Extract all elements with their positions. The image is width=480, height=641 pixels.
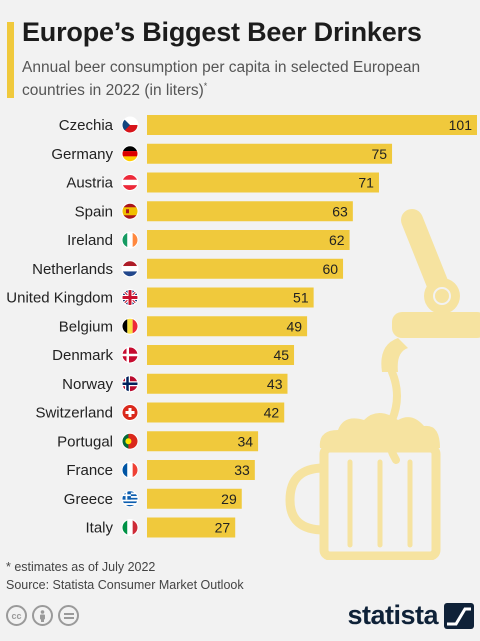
bar-row-greece: Greece 29 <box>64 488 242 509</box>
bar <box>147 201 353 222</box>
category-label: Czechia <box>59 117 114 134</box>
germany-flag-icon <box>121 145 139 163</box>
value-label: 63 <box>332 203 348 219</box>
title-accent-bar <box>7 22 14 98</box>
bar-row-czechia: Czechia 101 <box>59 115 477 135</box>
value-label: 42 <box>264 405 280 421</box>
bar <box>147 488 242 509</box>
cc-icon[interactable]: cc <box>6 605 27 626</box>
no-derivatives-icon[interactable] <box>58 605 79 626</box>
value-label: 34 <box>238 433 254 449</box>
bar-chart: Czechia 101 Germany 75 Austria 71 Spain 63 Irela… <box>6 115 480 560</box>
category-label: Italy <box>85 520 113 537</box>
bar-row-switzerland: Switzerland 42 <box>35 402 285 423</box>
beer-tap-illustration <box>285 209 480 560</box>
bar <box>147 143 393 164</box>
subtitle-text: Annual beer consumption per capita in se… <box>22 59 421 100</box>
category-label: Denmark <box>52 347 113 364</box>
logo-wordmark: statista <box>347 600 438 630</box>
category-label: United Kingdom <box>6 290 113 307</box>
license-icons: cc <box>6 605 79 626</box>
bar-row-norway: Norway 43 <box>62 373 288 394</box>
bar <box>147 258 344 279</box>
value-label: 45 <box>273 347 289 363</box>
chart-subtitle: Annual beer consumption per capita in se… <box>22 58 472 100</box>
statista-logo-icon <box>444 602 474 629</box>
bar <box>147 287 314 308</box>
bar <box>147 431 259 452</box>
chart-footnote: * estimates as of July 2022 Source: Stat… <box>6 558 244 594</box>
value-label: 43 <box>267 376 283 392</box>
attribution-icon[interactable] <box>32 605 53 626</box>
value-label: 60 <box>322 261 338 277</box>
ireland-flag-icon <box>121 231 139 249</box>
category-label: Greece <box>64 491 113 508</box>
bar-row-portugal: Portugal 34 <box>57 431 259 452</box>
source-note: Source: Statista Consumer Market Outlook <box>6 578 244 592</box>
belgium-flag-icon <box>121 317 139 335</box>
denmark-flag-icon <box>121 346 139 364</box>
bar-row-netherlands: Netherlands 60 <box>32 258 344 279</box>
austria-flag-icon <box>121 174 139 191</box>
bar-row-denmark: Denmark 45 <box>52 345 295 365</box>
chart-title: Europe’s Biggest Beer Drinkers <box>22 17 422 47</box>
czechia-flag-icon <box>121 116 139 134</box>
category-label: Netherlands <box>32 261 113 278</box>
value-label: 49 <box>287 318 303 334</box>
france-flag-icon <box>121 461 139 479</box>
value-label: 29 <box>221 491 237 507</box>
category-label: Belgium <box>59 318 113 335</box>
bar-row-germany: Germany 75 <box>51 143 393 164</box>
statista-logo[interactable]: statista <box>347 600 474 631</box>
bar <box>147 316 308 337</box>
category-label: Portugal <box>57 433 113 450</box>
value-label: 71 <box>358 175 374 191</box>
bar-row-ireland: Ireland 62 <box>67 230 350 250</box>
netherlands-flag-icon <box>121 260 139 278</box>
category-label: Spain <box>75 203 113 220</box>
estimate-note: * estimates as of July 2022 <box>6 560 156 574</box>
category-label: Austria <box>66 175 113 192</box>
value-label: 33 <box>234 462 250 478</box>
bar-row-belgium: Belgium 49 <box>59 316 308 337</box>
category-label: France <box>66 462 113 479</box>
bar <box>147 230 350 250</box>
bar <box>147 517 236 538</box>
value-label: 51 <box>293 290 309 306</box>
bar <box>147 402 285 423</box>
bar <box>147 373 288 394</box>
italy-flag-icon <box>121 519 139 536</box>
bar-row-italy: Italy 27 <box>85 517 236 538</box>
category-label: Germany <box>51 146 113 163</box>
portugal-flag-icon <box>121 432 139 450</box>
bar-row-united-kingdom: United Kingdom 51 <box>6 287 314 308</box>
bar <box>147 172 379 193</box>
bar <box>147 460 255 480</box>
category-label: Switzerland <box>35 405 113 422</box>
bar <box>147 115 477 135</box>
bar-row-france: France 33 <box>66 460 255 480</box>
value-label: 62 <box>329 232 345 248</box>
value-label: 27 <box>215 520 231 536</box>
bar-row-spain: Spain 63 <box>75 201 353 222</box>
category-label: Norway <box>62 376 113 393</box>
value-label: 101 <box>449 117 473 133</box>
bar-row-austria: Austria 71 <box>66 172 379 193</box>
bar <box>147 345 295 365</box>
spain-flag-icon <box>121 202 139 220</box>
category-label: Ireland <box>67 232 113 249</box>
value-label: 75 <box>371 146 387 162</box>
united-kingdom-flag-icon <box>121 289 139 306</box>
subtitle-footnote-mark: * <box>203 81 208 91</box>
switzerland-flag-icon <box>121 404 139 421</box>
norway-flag-icon <box>121 375 139 393</box>
greece-flag-icon <box>121 490 139 508</box>
